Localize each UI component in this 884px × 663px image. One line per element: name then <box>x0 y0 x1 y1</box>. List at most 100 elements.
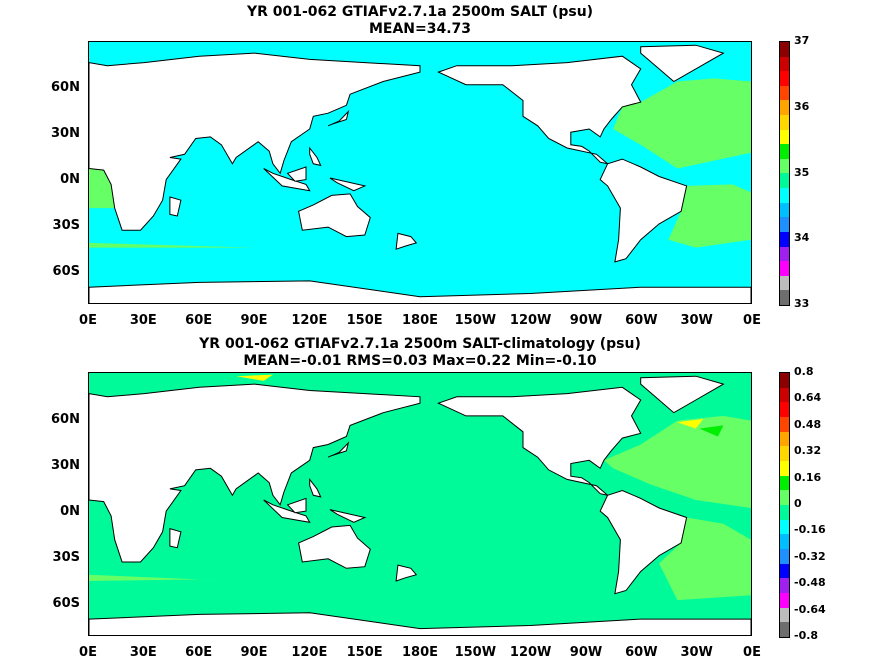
colorbar-label: 37 <box>794 34 810 47</box>
colorbar-swatch <box>780 563 789 579</box>
colorbar-swatch <box>780 460 789 476</box>
land-mass <box>395 564 418 582</box>
colorbar-swatch <box>780 100 789 116</box>
colorbar-swatch <box>780 578 789 593</box>
land-mass <box>327 109 350 127</box>
colorbar-label: 33 <box>794 297 810 310</box>
colorbar-label: 35 <box>794 165 810 179</box>
lon-label: 30E <box>129 313 157 328</box>
high-anomaly-region <box>236 374 273 381</box>
salinity-region <box>603 415 751 508</box>
lon-label: 150E <box>346 313 383 328</box>
lon-label: 120E <box>291 645 328 660</box>
colorbar-swatch <box>780 173 789 189</box>
colorbar-label: -0.8 <box>794 629 819 642</box>
land-mass <box>89 612 751 635</box>
colorbar-label: 0 <box>794 497 802 510</box>
lon-label: 180E <box>401 645 439 660</box>
lon-label: 0E <box>79 645 97 660</box>
colorbar-swatch <box>780 246 789 262</box>
lat-label: 30S <box>52 550 80 566</box>
lon-label: 0E <box>743 313 761 328</box>
colorbar-swatch <box>780 261 789 276</box>
lat-label: 60N <box>51 80 80 96</box>
lon-label: 30E <box>129 645 157 660</box>
lon-label: 60E <box>185 645 213 660</box>
land-mass <box>169 196 182 217</box>
colorbar-swatch <box>780 202 789 218</box>
colorbar-swatch <box>780 446 789 461</box>
bottom-salinity-anomaly-map <box>88 372 752 636</box>
colorbar-swatch <box>780 158 789 174</box>
lat-label: 60N <box>51 411 80 427</box>
colorbar-swatch <box>780 475 789 491</box>
salinity-region <box>659 517 751 601</box>
lat-label: 60S <box>52 264 80 280</box>
colorbar-label: 0.64 <box>794 391 822 405</box>
land-mass <box>298 524 371 569</box>
colorbar-label: -0.64 <box>794 602 826 616</box>
land-mass <box>327 441 350 458</box>
lon-label: 90W <box>569 313 603 328</box>
colorbar-swatch <box>780 144 789 159</box>
lon-label: 30W <box>680 313 713 328</box>
lon-label: 0E <box>743 645 761 660</box>
colorbar-swatch <box>780 71 789 86</box>
colorbar-label: 0.48 <box>794 417 822 431</box>
bottom-map-title: YR 001-062 GTIAFv2.7.1a 2500m SALT-clima… <box>199 336 641 352</box>
colorbar-swatch <box>780 85 789 101</box>
colorbar-swatch <box>780 519 789 535</box>
land-mass <box>599 489 688 595</box>
top-map-subtitle: MEAN=34.73 <box>368 21 472 37</box>
land-mass <box>298 193 371 238</box>
colorbar-label: 0.8 <box>794 365 814 378</box>
colorbar-swatch <box>780 592 789 608</box>
colorbar-label: 0.16 <box>794 470 822 484</box>
land-mass <box>263 499 311 523</box>
lon-label: 180E <box>401 313 439 328</box>
colorbar-label: 36 <box>794 99 810 113</box>
colorbar-swatch <box>780 534 789 549</box>
colorbar-swatch <box>780 188 789 203</box>
land-mass <box>89 280 751 303</box>
colorbar-swatch <box>780 115 789 130</box>
land-mass <box>169 527 182 549</box>
lon-label: 90E <box>240 645 268 660</box>
land-mass <box>640 44 725 83</box>
salinity-region <box>89 168 115 209</box>
land-mass <box>395 232 418 250</box>
land-mass <box>329 509 367 523</box>
high-anomaly-region <box>699 425 724 437</box>
top-colorbar <box>779 41 790 306</box>
land-mass <box>309 146 322 167</box>
lon-label: 0E <box>79 313 97 328</box>
lon-label: 30W <box>680 645 713 660</box>
colorbar-swatch <box>780 607 789 623</box>
colorbar-swatch <box>780 622 789 637</box>
colorbar-swatch <box>780 387 789 403</box>
colorbar-swatch <box>780 42 789 57</box>
lon-label: 150W <box>454 645 497 660</box>
lon-label: 120W <box>509 645 552 660</box>
colorbar-label: 34 <box>794 231 810 245</box>
lat-label: 0N <box>60 503 80 519</box>
colorbar-label: -0.32 <box>794 549 826 563</box>
colorbar-swatch <box>780 56 789 72</box>
land-mass <box>89 383 421 563</box>
land-mass <box>286 497 307 514</box>
lon-label: 60W <box>625 313 658 328</box>
salinity-region <box>613 78 751 169</box>
colorbar-swatch <box>780 402 789 417</box>
colorbar-label: -0.16 <box>794 523 826 537</box>
lon-label: 120W <box>509 313 552 328</box>
bottom-map-subtitle: MEAN=-0.01 RMS=0.03 Max=0.22 Min=-0.10 <box>243 353 597 369</box>
lon-label: 60W <box>625 645 658 660</box>
salinity-region <box>89 574 310 581</box>
land-mass <box>437 386 642 496</box>
lat-label: 30S <box>52 218 80 234</box>
top-salinity-map <box>88 41 752 304</box>
lon-label: 60E <box>185 313 213 328</box>
land-mass <box>263 168 311 192</box>
land-mass <box>309 477 322 498</box>
colorbar-label: -0.48 <box>794 576 826 590</box>
